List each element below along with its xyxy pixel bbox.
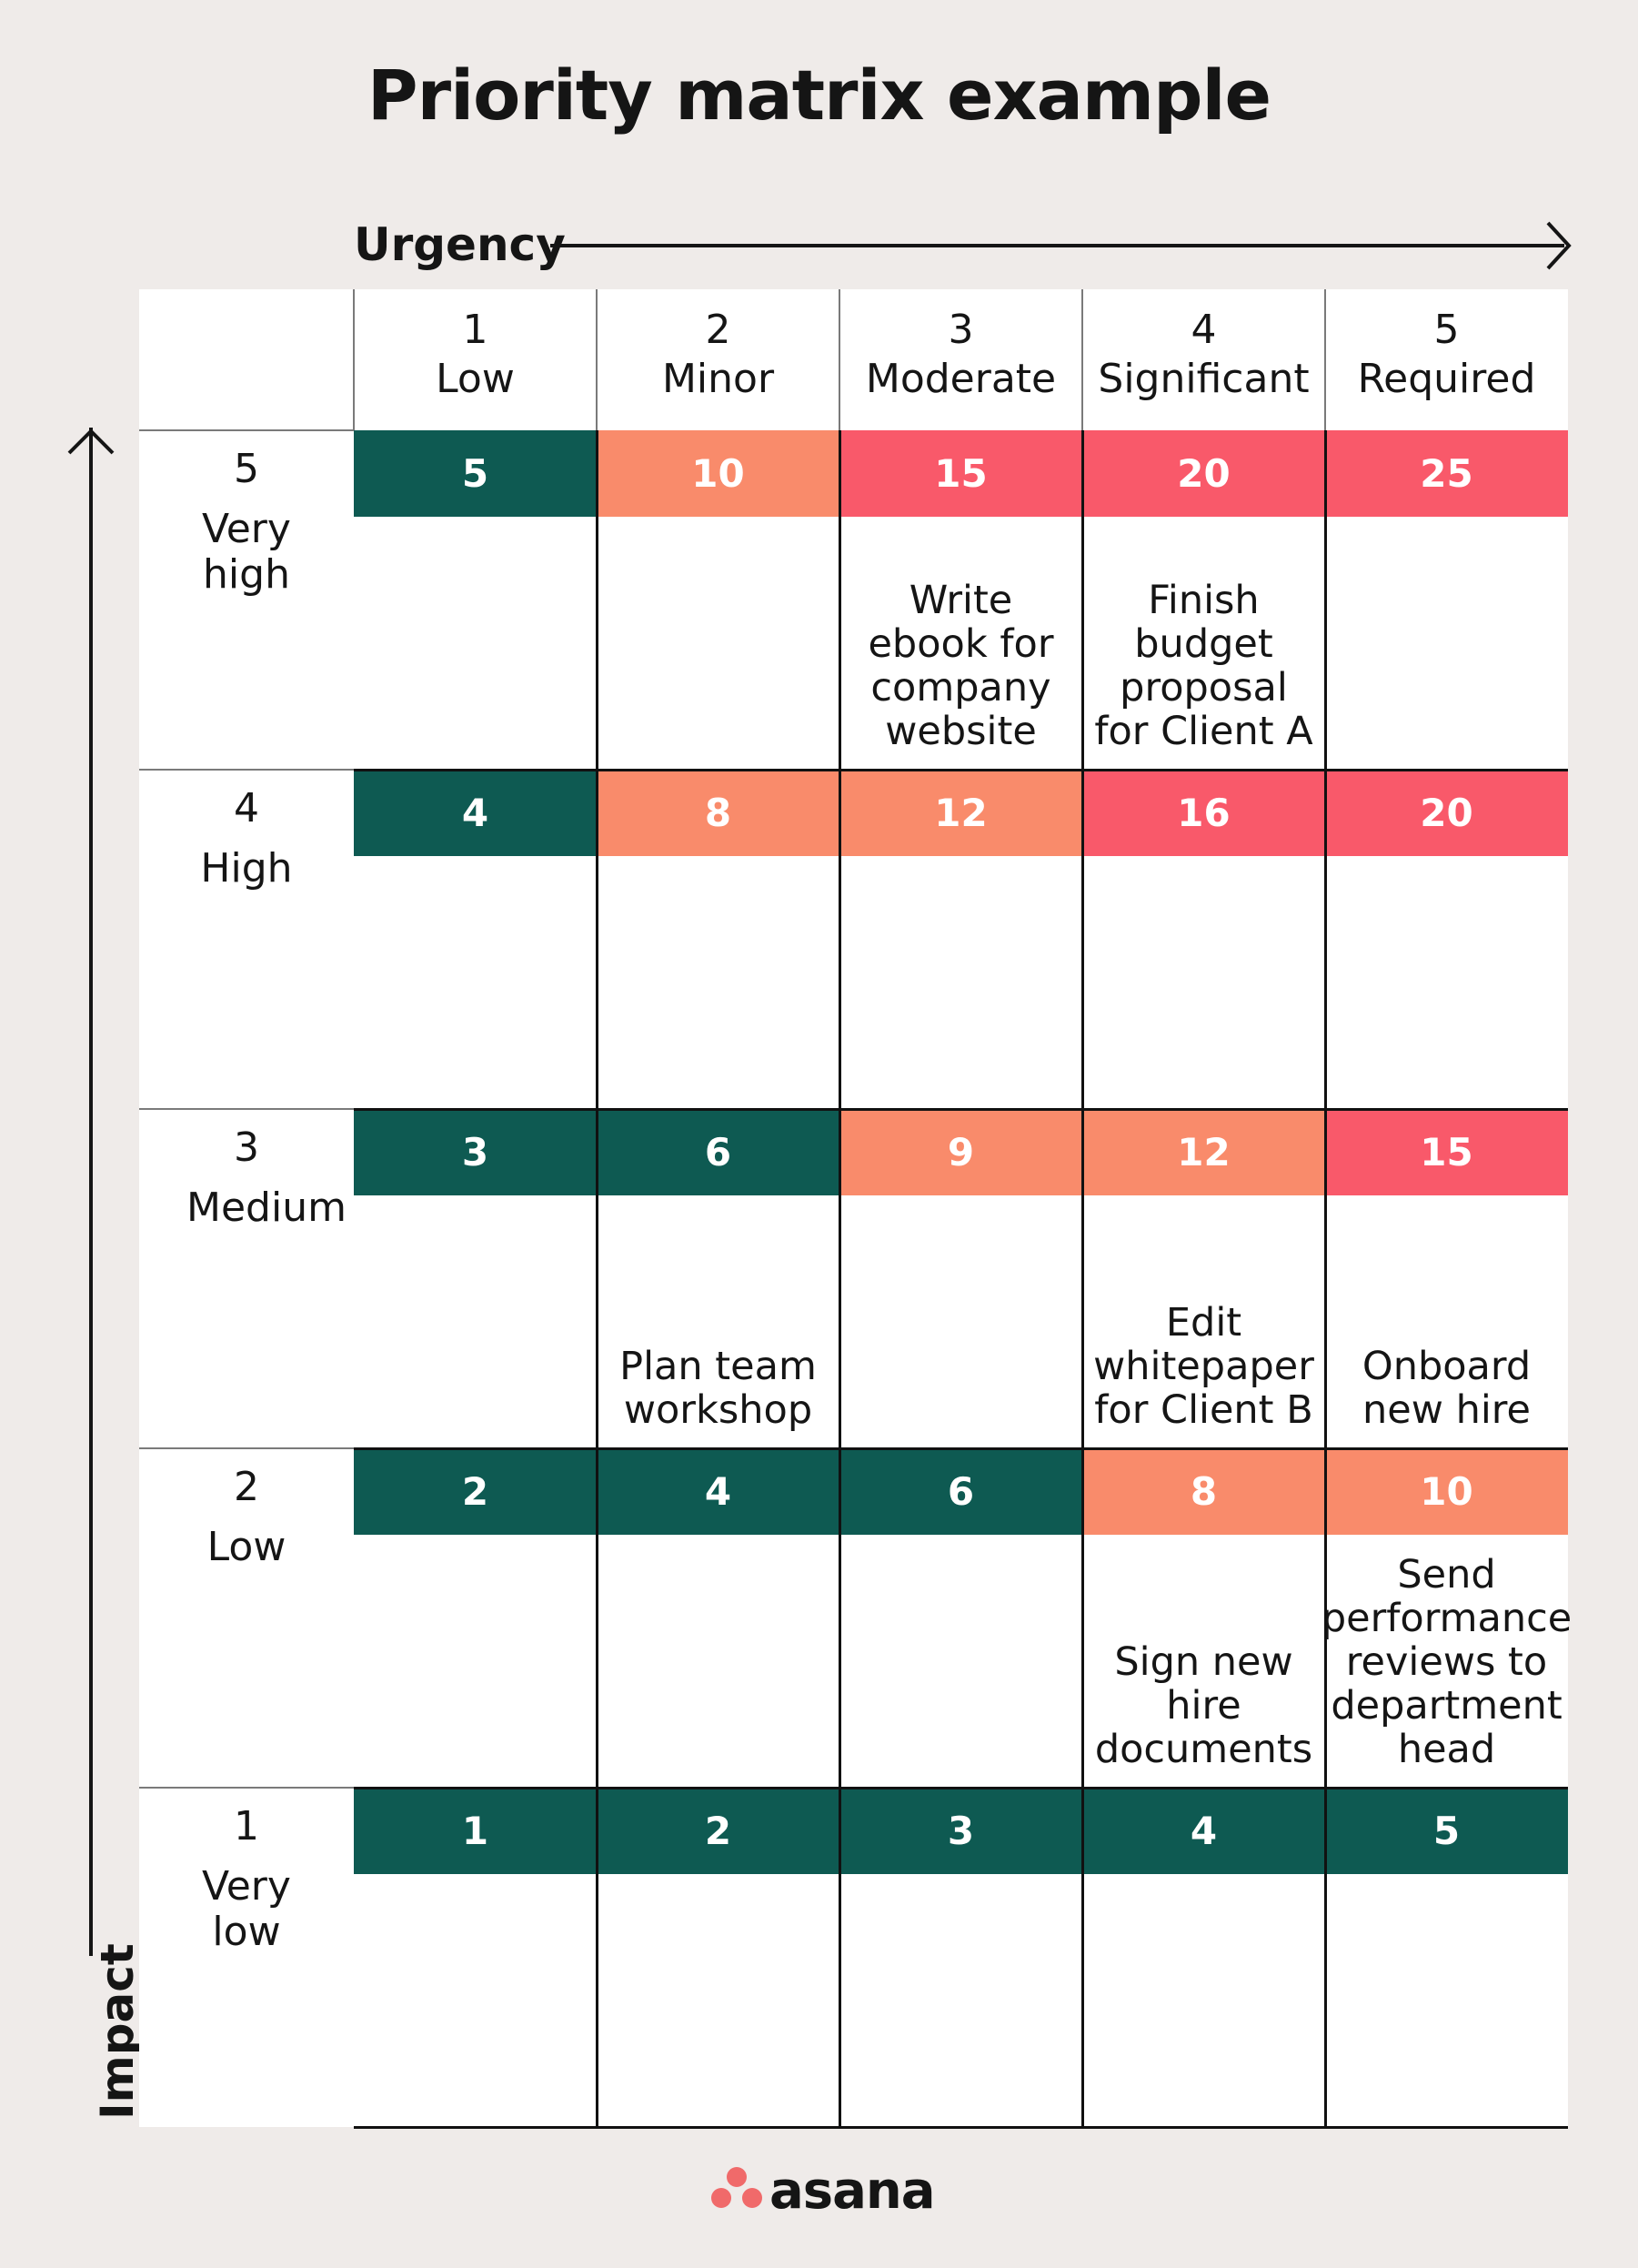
column-header: 1 Low [354, 306, 597, 404]
row-number: 4 [234, 785, 259, 832]
header-divider [1081, 289, 1083, 430]
column-number: 3 [948, 307, 974, 353]
task-text: Send performance reviews to department h… [1321, 1552, 1573, 1772]
column-label: Low [436, 356, 515, 402]
task-label: Send performance reviews to department h… [1321, 1535, 1572, 1771]
row-divider [354, 769, 1568, 771]
score-badge: 20 [1082, 430, 1325, 517]
column-header: 4 Significant [1082, 306, 1325, 404]
header-divider [139, 429, 354, 431]
score-badge: 6 [839, 1448, 1082, 1535]
column-label: Minor [661, 356, 775, 402]
row-number: 2 [234, 1464, 259, 1510]
score-badge: 2 [354, 1448, 597, 1535]
header-divider [1324, 289, 1326, 430]
task-label: Sign new hire documents [1093, 1535, 1314, 1771]
task-label: Edit whitepaper for Client B [1093, 1195, 1314, 1432]
task-label: Finish budget proposal for Client A [1093, 517, 1314, 753]
header-panel [354, 289, 1568, 430]
task-text: Write ebook for company website [868, 578, 1054, 754]
column-divider [1324, 430, 1327, 2127]
label-divider [139, 1108, 354, 1110]
task-text: Finish budget proposal for Client A [1094, 578, 1313, 754]
score-badge: 1 [354, 1788, 597, 1874]
score-badge: 2 [597, 1788, 839, 1874]
score-badge: 4 [354, 770, 597, 856]
column-divider [596, 430, 598, 2127]
label-divider [139, 1447, 354, 1449]
row-label: High [200, 845, 293, 892]
score-badge: 8 [597, 770, 839, 856]
row-divider [354, 2126, 1568, 2129]
header-left-border [353, 289, 355, 430]
column-header: 2 Minor [597, 306, 839, 404]
x-axis-label: Urgency [354, 218, 566, 271]
score-badge: 10 [1325, 1448, 1568, 1535]
column-label: Significant [1098, 356, 1310, 402]
asana-logo-icon [711, 2167, 762, 2208]
score-badge: 9 [839, 1109, 1082, 1195]
score-badge: 5 [1325, 1788, 1568, 1874]
score-badge: 3 [839, 1788, 1082, 1874]
row-header: 4 High [139, 786, 354, 892]
task-label: Plan team workshop [608, 1195, 829, 1432]
task-text: Sign new hire documents [1094, 1639, 1313, 1772]
row-divider [354, 1108, 1568, 1111]
score-badge: 15 [1325, 1109, 1568, 1195]
score-badge: 6 [597, 1109, 839, 1195]
score-badge: 25 [1325, 430, 1568, 517]
row-label: Medium [186, 1184, 347, 1231]
row-header: 3 Medium [139, 1125, 354, 1231]
header-divider [839, 289, 840, 430]
row-label: Low [206, 1524, 286, 1570]
row-label: Very high [202, 506, 291, 598]
task-text: Edit whitepaper for Client B [1093, 1300, 1314, 1433]
column-label: Moderate [865, 356, 1057, 402]
row-label: Very low [202, 1863, 291, 1955]
column-number: 1 [462, 307, 488, 353]
row-number: 1 [234, 1803, 259, 1850]
row-divider [354, 1787, 1568, 1789]
score-badge: 15 [839, 430, 1082, 517]
task-label: Write ebook for company website [850, 517, 1071, 753]
header-divider [596, 289, 598, 430]
column-number: 5 [1433, 307, 1460, 353]
score-badge: 12 [1082, 1109, 1325, 1195]
page-title: Priority matrix example [367, 55, 1271, 136]
score-badge: 5 [354, 430, 597, 517]
task-text: Onboard new hire [1362, 1344, 1532, 1433]
row-number: 5 [234, 446, 259, 492]
score-badge: 8 [1082, 1448, 1325, 1535]
column-label: Required [1357, 356, 1536, 402]
row-divider [354, 1447, 1568, 1450]
impact-arrow-icon [67, 428, 115, 1956]
asana-logo-text: asana [769, 2162, 936, 2221]
label-divider [139, 1787, 354, 1789]
row-number: 3 [234, 1124, 259, 1171]
row-header: 2 Low [139, 1465, 354, 1570]
score-badge: 4 [1082, 1788, 1325, 1874]
column-divider [839, 430, 841, 2127]
score-badge: 3 [354, 1109, 597, 1195]
score-badge: 4 [597, 1448, 839, 1535]
column-number: 4 [1191, 307, 1217, 353]
row-label-panel [139, 289, 354, 2127]
column-number: 2 [705, 307, 731, 353]
score-badge: 16 [1082, 770, 1325, 856]
task-label: Onboard new hire [1336, 1195, 1557, 1432]
column-header: 3 Moderate [839, 306, 1082, 404]
row-header: 1 Very low [139, 1804, 354, 1955]
column-divider [1081, 430, 1084, 2127]
score-badge: 12 [839, 770, 1082, 856]
row-header: 5 Very high [139, 447, 354, 598]
label-divider [139, 769, 354, 771]
column-header: 5 Required [1325, 306, 1568, 404]
score-badge: 20 [1325, 770, 1568, 856]
task-text: Plan team workshop [619, 1344, 817, 1433]
urgency-arrow-icon [550, 221, 1572, 270]
score-badge: 10 [597, 430, 839, 517]
